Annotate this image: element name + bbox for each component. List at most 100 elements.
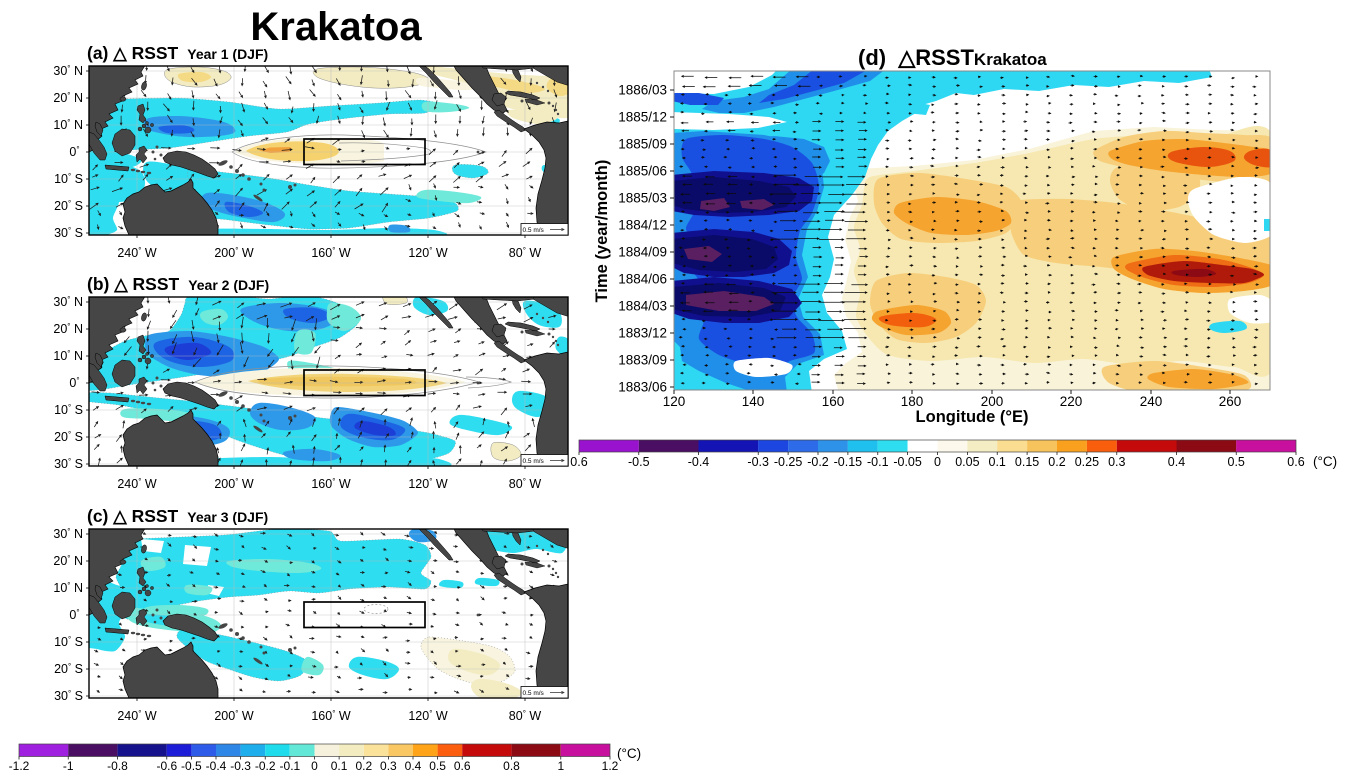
- svg-text:0.5: 0.5: [1228, 455, 1245, 469]
- svg-text:0.1: 0.1: [989, 455, 1006, 469]
- svg-text:0.5 m/s: 0.5 m/s: [523, 690, 545, 697]
- svg-text:0: 0: [311, 759, 318, 773]
- svg-text:0.15: 0.15: [1015, 455, 1039, 469]
- svg-text:-0.1: -0.1: [280, 759, 301, 773]
- svg-text:10° N: 10° N: [53, 118, 83, 132]
- svg-text:1886/03: 1886/03: [618, 83, 667, 98]
- svg-text:-1: -1: [63, 759, 74, 773]
- svg-text:1.2: 1.2: [602, 759, 619, 773]
- svg-text:160° W: 160° W: [311, 246, 351, 260]
- svg-text:-0.4: -0.4: [206, 759, 227, 773]
- svg-text:0.05: 0.05: [955, 455, 979, 469]
- svg-text:30° N: 30° N: [53, 295, 83, 309]
- svg-text:0.6: 0.6: [570, 455, 587, 469]
- svg-text:(°C): (°C): [617, 746, 641, 761]
- svg-text:140: 140: [742, 394, 765, 409]
- svg-text:200° W: 200° W: [214, 246, 254, 260]
- svg-text:1883/12: 1883/12: [618, 326, 667, 341]
- svg-text:20° N: 20° N: [53, 91, 83, 105]
- svg-text:260: 260: [1219, 394, 1242, 409]
- svg-text:220: 220: [1060, 394, 1083, 409]
- svg-text:-0.05: -0.05: [893, 455, 922, 469]
- svg-text:Krakatoa: Krakatoa: [250, 5, 422, 49]
- svg-text:10° S: 10° S: [54, 172, 83, 186]
- svg-text:30° S: 30° S: [54, 689, 83, 703]
- svg-text:20° N: 20° N: [53, 322, 83, 336]
- svg-text:0.6: 0.6: [1287, 455, 1304, 469]
- svg-text:120° W: 120° W: [408, 709, 448, 723]
- svg-text:10° N: 10° N: [53, 349, 83, 363]
- svg-text:240° W: 240° W: [117, 477, 157, 491]
- svg-text:120° W: 120° W: [408, 246, 448, 260]
- svg-text:10° N: 10° N: [53, 581, 83, 595]
- svg-text:0.3: 0.3: [380, 759, 397, 773]
- svg-text:1885/09: 1885/09: [618, 137, 667, 152]
- svg-text:-0.5: -0.5: [181, 759, 202, 773]
- svg-text:0.5 m/s: 0.5 m/s: [523, 458, 545, 465]
- svg-text:10° S: 10° S: [54, 635, 83, 649]
- svg-text:200° W: 200° W: [214, 477, 254, 491]
- svg-text:0: 0: [934, 455, 941, 469]
- svg-text:80° W: 80° W: [509, 709, 542, 723]
- svg-text:0.4: 0.4: [405, 759, 422, 773]
- svg-text:20° S: 20° S: [54, 662, 83, 676]
- svg-text:-0.4: -0.4: [688, 455, 710, 469]
- svg-text:0.5: 0.5: [429, 759, 446, 773]
- svg-text:30° S: 30° S: [54, 457, 83, 471]
- svg-text:0.1: 0.1: [331, 759, 348, 773]
- svg-text:-0.2: -0.2: [255, 759, 276, 773]
- svg-text:20° S: 20° S: [54, 430, 83, 444]
- svg-text:0°: 0°: [69, 376, 83, 390]
- svg-text:-0.5: -0.5: [628, 455, 650, 469]
- svg-text:20° S: 20° S: [54, 199, 83, 213]
- svg-text:0.2: 0.2: [355, 759, 372, 773]
- svg-text:0.8: 0.8: [503, 759, 520, 773]
- svg-text:30° S: 30° S: [54, 226, 83, 240]
- svg-text:Time (year/month): Time (year/month): [593, 160, 611, 303]
- svg-text:Longitude (°E): Longitude (°E): [916, 408, 1029, 426]
- svg-text:-0.3: -0.3: [230, 759, 251, 773]
- svg-text:0.25: 0.25: [1075, 455, 1099, 469]
- svg-text:-1.2: -1.2: [9, 759, 30, 773]
- svg-text:(°C): (°C): [1313, 454, 1337, 469]
- svg-text:0.6: 0.6: [454, 759, 471, 773]
- svg-text:160° W: 160° W: [311, 709, 351, 723]
- svg-text:0°: 0°: [69, 608, 83, 622]
- svg-text:0.2: 0.2: [1048, 455, 1065, 469]
- svg-text:1884/09: 1884/09: [618, 245, 667, 260]
- svg-text:180: 180: [901, 394, 924, 409]
- svg-text:1883/09: 1883/09: [618, 353, 667, 368]
- svg-text:1883/06: 1883/06: [618, 380, 667, 395]
- svg-text:120: 120: [663, 394, 686, 409]
- svg-text:1884/03: 1884/03: [618, 299, 667, 314]
- svg-text:(d) △RSSTKrakatoa: (d) △RSSTKrakatoa: [858, 45, 1047, 70]
- svg-text:-0.15: -0.15: [834, 455, 863, 469]
- svg-text:0°: 0°: [69, 145, 83, 159]
- svg-text:0.4: 0.4: [1168, 455, 1185, 469]
- svg-text:1884/12: 1884/12: [618, 218, 667, 233]
- svg-text:0.3: 0.3: [1108, 455, 1125, 469]
- svg-text:1885/03: 1885/03: [618, 191, 667, 206]
- svg-text:-0.6: -0.6: [156, 759, 177, 773]
- svg-text:240° W: 240° W: [117, 246, 157, 260]
- svg-text:120° W: 120° W: [408, 477, 448, 491]
- svg-text:-0.1: -0.1: [867, 455, 889, 469]
- svg-text:1884/06: 1884/06: [618, 272, 667, 287]
- svg-text:240° W: 240° W: [117, 709, 157, 723]
- svg-text:-0.8: -0.8: [107, 759, 128, 773]
- svg-text:80° W: 80° W: [509, 477, 542, 491]
- svg-text:0.5 m/s: 0.5 m/s: [523, 227, 545, 234]
- svg-text:160: 160: [822, 394, 845, 409]
- svg-text:160° W: 160° W: [311, 477, 351, 491]
- svg-text:1: 1: [557, 759, 564, 773]
- svg-text:10° S: 10° S: [54, 403, 83, 417]
- svg-text:240: 240: [1140, 394, 1163, 409]
- svg-text:-0.25: -0.25: [774, 455, 803, 469]
- svg-text:20° N: 20° N: [53, 554, 83, 568]
- svg-text:200: 200: [981, 394, 1004, 409]
- svg-text:200° W: 200° W: [214, 709, 254, 723]
- svg-text:-0.3: -0.3: [747, 455, 769, 469]
- svg-text:30° N: 30° N: [53, 527, 83, 541]
